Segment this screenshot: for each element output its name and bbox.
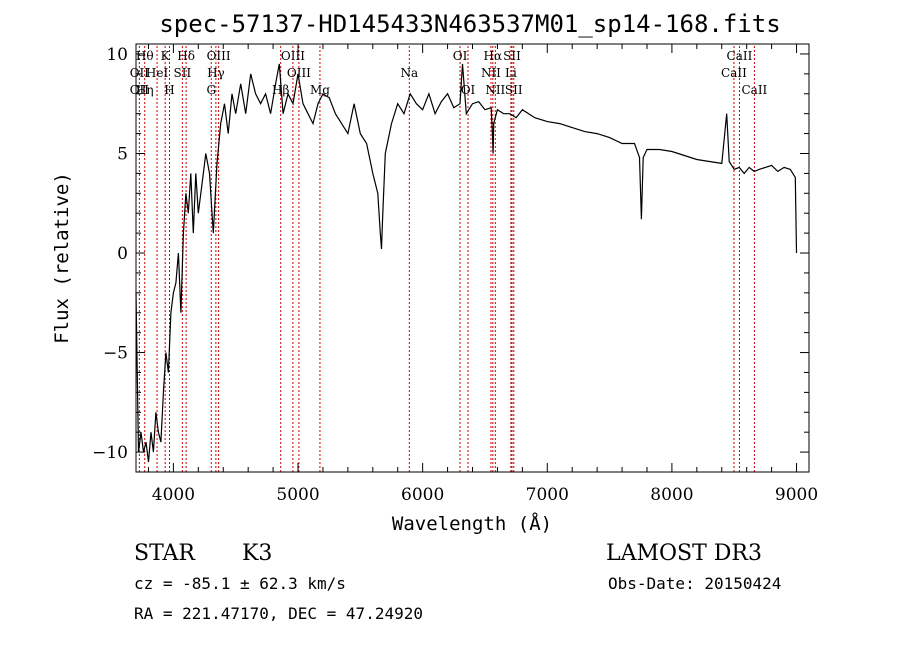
line-marker-label: OIII xyxy=(281,49,305,63)
y-tick-label: 10 xyxy=(106,45,128,65)
line-marker-label: OII xyxy=(130,83,150,97)
line-marker-labels: OIIOIIHθHηHeIKHSIIHδGHγOIIIHβOIIIOIIIMgN… xyxy=(130,49,768,97)
y-tick-label: −5 xyxy=(103,344,128,364)
line-marker-label: H xyxy=(164,83,174,97)
line-marker-label: Hγ xyxy=(207,66,225,80)
line-marker-label: HeI xyxy=(146,66,169,80)
line-marker-label: Na xyxy=(400,66,418,80)
line-marker-label: SII xyxy=(505,83,523,97)
coords-text: RA = 221.47170, DEC = 47.24920 xyxy=(134,604,423,623)
line-marker-label: OI xyxy=(453,49,468,63)
line-marker-label: CaII xyxy=(721,66,747,80)
line-marker-label: Mg xyxy=(310,83,330,97)
x-tick-label: 8000 xyxy=(650,485,693,505)
line-marker-label: K xyxy=(161,49,171,63)
y-axis-label: Flux (relative) xyxy=(51,172,73,344)
line-marker-label: SII xyxy=(503,49,521,63)
spectrum-line xyxy=(135,63,798,463)
line-marker-label: Hη xyxy=(136,83,154,97)
line-marker-label: CaII xyxy=(727,49,753,63)
spectral-subclass: K3 xyxy=(242,541,272,566)
x-tick-label: 9000 xyxy=(775,485,818,505)
survey-name: LAMOST DR3 xyxy=(606,541,762,566)
line-marker-label: G xyxy=(206,83,216,97)
line-marker-label: OIII xyxy=(207,49,231,63)
x-tick-label: 6000 xyxy=(401,485,444,505)
y-tick-label: 0 xyxy=(117,244,128,264)
line-marker-label: Hθ xyxy=(136,49,154,63)
x-axis-label: Wavelength (Å) xyxy=(392,512,552,535)
line-marker-label: SII xyxy=(174,66,192,80)
line-marker-label: NII xyxy=(485,83,505,97)
line-marker-label: Hα xyxy=(484,49,503,63)
line-marker-label: Hδ xyxy=(177,49,195,63)
line-marker-label: Li xyxy=(505,66,517,80)
x-tick-label: 7000 xyxy=(526,485,569,505)
line-marker-label: OIII xyxy=(287,66,311,80)
obs-date-text: Obs-Date: 20150424 xyxy=(608,574,781,593)
x-axis-ticks: 4000 5000 6000 7000 8000 9000 xyxy=(147,44,818,505)
line-markers xyxy=(138,46,755,472)
object-class: STAR xyxy=(134,541,196,566)
redshift-text: cz = -85.1 ± 62.3 km/s xyxy=(134,574,346,593)
line-marker-label: OII xyxy=(130,66,150,80)
chart-title: spec-57137-HD145433N463537M01_sp14-168.f… xyxy=(159,10,780,38)
x-tick-label: 5000 xyxy=(276,485,319,505)
x-tick-label: 4000 xyxy=(152,485,195,505)
line-marker-label: OI xyxy=(461,83,476,97)
line-marker-label: CaII xyxy=(741,83,767,97)
line-marker-label: NII xyxy=(481,66,501,80)
y-axis-ticks: −10 −5 0 5 10 xyxy=(92,45,809,463)
y-tick-label: −10 xyxy=(92,443,128,463)
y-tick-label: 5 xyxy=(117,144,128,164)
